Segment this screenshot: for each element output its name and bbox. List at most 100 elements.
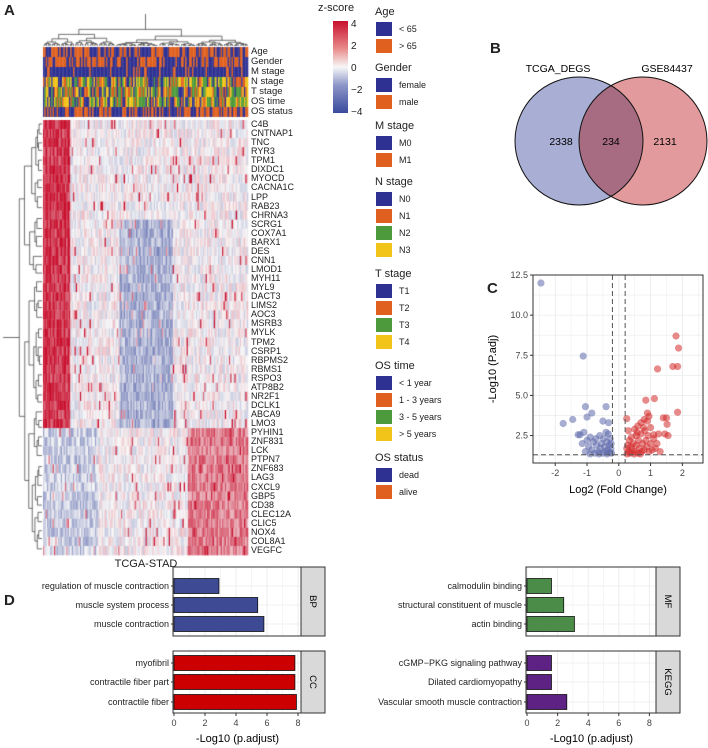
legend-item: N0 [376,192,411,206]
point-up [639,423,648,432]
legend-swatch [376,226,392,240]
legend-item: male [376,95,419,109]
point-up [656,448,664,456]
gene-label: CLIC5 [251,517,277,528]
bar-cc [173,655,296,671]
point-up [623,415,631,423]
venn-count-left: 2338 [549,136,573,148]
zscore-tick: 0 [351,63,357,74]
point-down [569,415,577,424]
gene-label: MYL9 [251,282,275,293]
legend-label: T4 [399,337,410,347]
bar-mf [526,597,565,613]
legend-swatch [376,136,392,150]
facet-strip-label: BP [307,595,318,608]
bar-mf [526,616,575,632]
point-up [650,435,658,443]
category-label: contractile fiber part [90,677,170,687]
gene-label: C4B [251,119,269,129]
y-tick-label: 2.5 [515,431,528,441]
zscore-tick: −2 [351,85,363,96]
gene-label: DIXDC1 [251,164,285,175]
point-up [623,444,631,452]
zscore-tick: −4 [351,107,363,118]
legend-swatch [376,243,392,257]
x-tick-label: 0 [171,718,176,728]
point-down [605,419,613,427]
facet-strip [655,650,681,714]
point-up [644,431,652,440]
legend-item: N3 [376,243,411,257]
x-tick-label: 6 [616,718,621,728]
legend-label: M1 [399,155,412,165]
gene-label: LMO3 [251,418,276,429]
legend-title: N stage [375,176,413,188]
y-tick-label: 7.5 [515,350,528,360]
annotation-row-label: Age [251,46,268,57]
category-label: cGMP−PKG signaling pathway [399,658,523,668]
legend-item: N2 [376,226,411,240]
gene-label: RBMS1 [251,363,283,374]
legend-label: N0 [399,194,411,204]
gene-label: LCK [251,445,269,456]
gene-label: PTPN7 [251,454,281,465]
point-up [646,423,655,432]
legend-item: female [376,78,426,92]
gene-label: CXCL9 [251,481,281,492]
point-up [654,430,663,438]
bar-bp [173,597,259,613]
gene-label: GBP5 [251,490,276,501]
point-up [650,395,658,403]
legend-label: > 65 [399,41,417,51]
legend-label: < 65 [399,24,417,34]
category-label: actin binding [471,619,522,629]
point-up [674,344,683,352]
gene-label: CD38 [251,499,275,510]
x-tick-label: -2 [551,468,559,478]
venn-outline-left [514,76,644,206]
gene-label: BARX1 [251,236,281,247]
venn-count-right: 2131 [653,136,677,148]
point-up [653,365,662,373]
x-axis-title: -Log10 (p.adjust) [550,733,633,745]
point-up [672,332,680,340]
gene-label: PYHIN1 [251,427,284,438]
legend-swatch [376,95,392,109]
legend-label: 1 - 3 years [399,395,442,405]
legend-label: N2 [399,228,411,238]
legend-swatch [376,22,392,36]
enrichment-bar-mf-kegg: calmodulin binding structural constituent… [378,566,681,745]
legend-swatch [376,468,392,482]
legend-label: < 1 year [399,378,432,388]
zscore-tick: 4 [351,19,357,30]
gene-label: LAG3 [251,472,275,483]
legend-title: Age [375,6,395,18]
legend-label: M0 [399,138,412,148]
gene-label: DCLK1 [251,399,281,410]
panel-label-d: D [4,592,15,609]
legend-item: alive [376,485,418,499]
y-tick-label: 12.5 [510,270,528,280]
venn-set-label: TCGA_DEGS [526,63,591,75]
gene-label: ATP8B2 [251,381,284,392]
enrichment-bar-go-bp-cc: regulation of muscle contraction muscle s… [42,566,326,745]
bar-kegg [526,674,552,690]
x-tick-label: 0 [616,468,621,478]
y-axis-title: -Log10 (P.adj) [487,335,499,403]
legend-label: alive [399,487,418,497]
legend-title: Gender [375,62,412,74]
point-up [642,396,650,404]
plot-border [532,274,704,464]
facet-strip [655,566,681,637]
x-axis-title: -Log10 (p.adjust) [196,733,279,745]
legend-label: T2 [399,303,410,313]
gene-label: COL8A1 [251,535,286,546]
facet-strip-label: KEGG [662,668,673,695]
gene-label: AOC3 [251,309,276,320]
gene-label: LMOD1 [251,264,283,274]
gene-label: RAB23 [251,200,280,211]
gene-label: VEGFC [251,544,283,555]
point-down [602,403,610,411]
legend-swatch [376,78,392,92]
gene-label: COX7A1 [251,227,287,238]
